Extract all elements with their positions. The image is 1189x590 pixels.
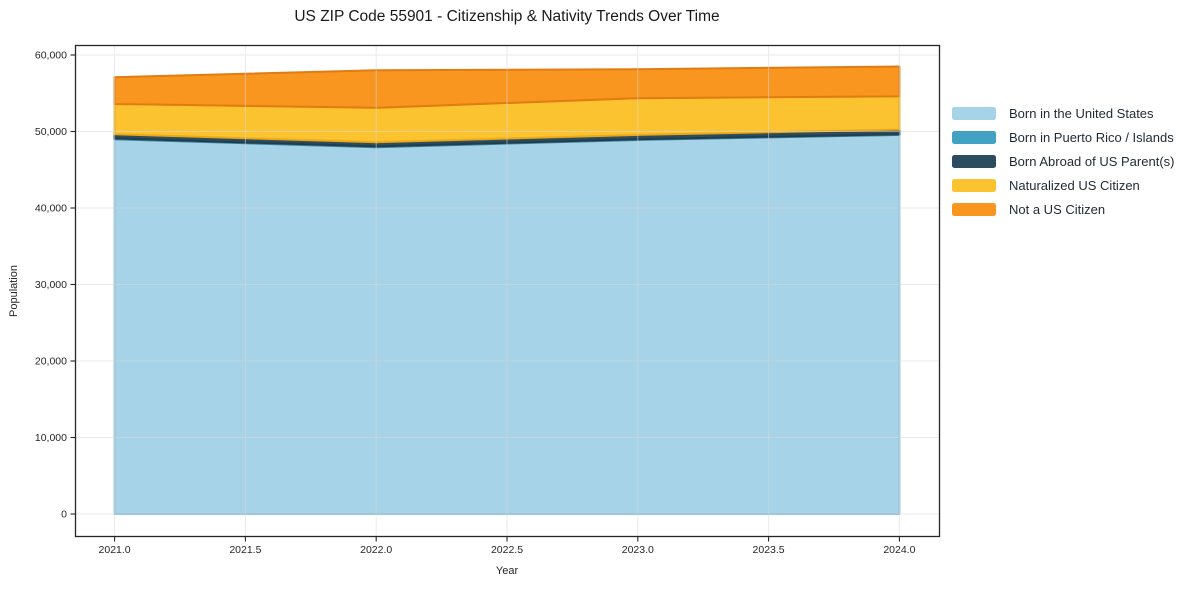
y-tick-label: 60,000 [35, 50, 67, 62]
y-tick-label: 0 [61, 509, 67, 521]
legend-swatch-icon [952, 130, 996, 144]
x-tick-label: 2021.5 [229, 544, 261, 556]
legend-label: Born in Puerto Rico / Islands [1009, 129, 1174, 145]
axes-spines [74, 44, 941, 538]
legend-label: Born in the United States [1009, 105, 1154, 121]
legend-item: Naturalized US Citizen [952, 173, 1174, 197]
x-tick-label: 2023.5 [753, 544, 785, 556]
x-tick-label: 2024.0 [883, 544, 915, 556]
y-tick-label: 50,000 [35, 126, 67, 138]
axis-ticks: 2021.0 2021.5 2022.0 2022.5 2023.0 2023.5 2024… [35, 50, 916, 556]
legend-swatch-icon [952, 178, 996, 192]
chart-title: US ZIP Code 55901 - Citizenship & Nativi… [294, 8, 720, 25]
legend-swatch-icon [952, 154, 996, 168]
x-axis-label: Year [495, 565, 519, 577]
legend-swatch-icon [952, 202, 996, 216]
legend-item: Born Abroad of US Parent(s) [952, 149, 1174, 173]
legend-swatch-icon [952, 106, 996, 120]
legend-label: Born Abroad of US Parent(s) [1009, 153, 1175, 169]
legend-item: Born in Puerto Rico / Islands [952, 125, 1174, 149]
y-tick-label: 30,000 [35, 279, 67, 291]
y-tick-label: 40,000 [35, 203, 67, 215]
legend-label: Not a US Citizen [1009, 201, 1106, 217]
x-tick-label: 2023.0 [622, 544, 654, 556]
legend-item: Born in the United States [952, 101, 1174, 125]
legend-item: Not a US Citizen [952, 197, 1174, 221]
gridlines [75, 45, 940, 537]
y-tick-label: 20,000 [35, 356, 67, 368]
legend: Born in the United States Born in Puerto … [952, 101, 1174, 221]
x-tick-label: 2022.5 [491, 544, 523, 556]
y-tick-label: 10,000 [35, 432, 67, 444]
legend-label: Naturalized US Citizen [1009, 177, 1140, 193]
x-tick-label: 2022.0 [360, 544, 392, 556]
x-tick-label: 2021.0 [99, 544, 131, 556]
